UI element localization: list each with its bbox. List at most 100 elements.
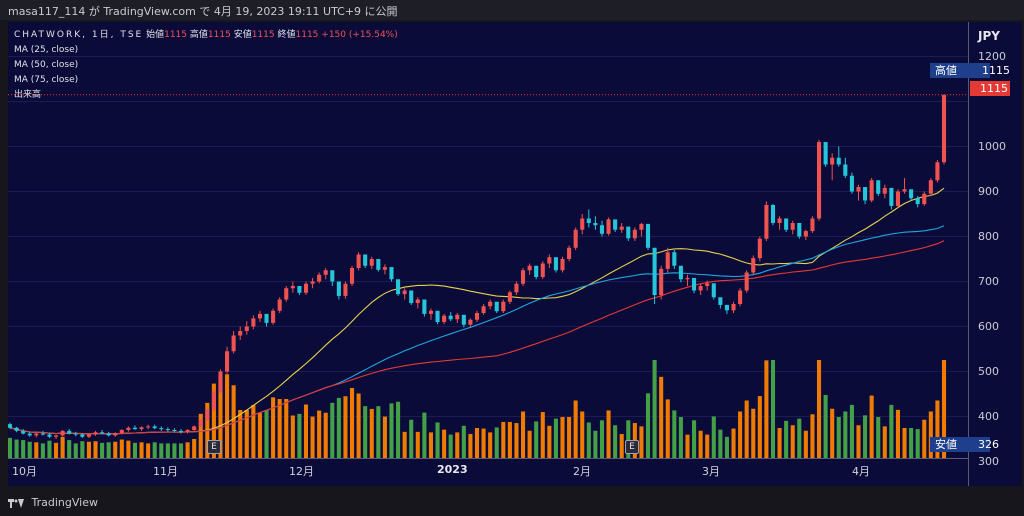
volume-bar: [310, 416, 315, 458]
candle-body: [882, 187, 887, 194]
candlestick-chart[interactable]: [8, 22, 1022, 486]
candle-body: [836, 157, 841, 165]
volume-bar: [139, 442, 144, 458]
candle-body: [586, 218, 591, 223]
volume-bar: [402, 431, 407, 458]
volume-bar: [73, 443, 78, 458]
volume-bar: [744, 400, 749, 458]
volume-bar: [869, 395, 874, 458]
candle-body: [678, 265, 683, 280]
volume-bar: [527, 430, 532, 458]
publish-info: masa117_114 が TradingView.com で 4月 19, 2…: [8, 5, 398, 18]
legend-ma25[interactable]: MA (25, close): [14, 45, 79, 55]
volume-bar: [415, 431, 420, 458]
volume-bar: [553, 418, 558, 458]
volume-bar: [909, 428, 914, 458]
candle-body: [731, 304, 736, 311]
volume-bar: [665, 399, 670, 458]
volume-bar: [113, 441, 118, 458]
chart-panel[interactable]: [8, 22, 1022, 486]
candle-body: [474, 313, 480, 320]
candle-body: [284, 288, 289, 300]
volume-bar: [448, 434, 453, 458]
legend-volume[interactable]: 出来高: [14, 90, 42, 100]
volume-bar: [271, 397, 276, 458]
candle-body: [514, 283, 519, 293]
candle-body: [106, 433, 111, 436]
candle-body: [152, 426, 157, 429]
legend-ma75[interactable]: MA (75, close): [14, 75, 79, 85]
high-tag-value: 1115: [982, 64, 1010, 77]
volume-bar: [547, 425, 552, 458]
currency-unit[interactable]: JPY: [978, 29, 1000, 43]
volume-bar: [396, 401, 401, 458]
volume-bar: [790, 425, 795, 458]
volume-bar: [264, 410, 269, 458]
candle-body: [698, 286, 703, 291]
candle-body: [277, 299, 282, 311]
candle-body: [330, 270, 335, 282]
candle-body: [80, 434, 85, 437]
volume-bar: [521, 411, 526, 458]
volume-bar: [60, 436, 65, 458]
volume-bar: [928, 411, 933, 458]
candle-body: [185, 430, 190, 432]
candle-body: [718, 297, 723, 305]
volume-bar: [284, 399, 289, 458]
candle-body: [389, 267, 394, 280]
candle-body: [349, 268, 355, 284]
earnings-marker[interactable]: E: [207, 440, 221, 454]
volume-bar: [685, 434, 690, 458]
volume-bar: [474, 428, 480, 458]
candle-body: [922, 193, 927, 205]
candle-body: [363, 254, 368, 266]
candle-body: [639, 223, 644, 230]
candle-body: [764, 205, 769, 239]
candle-body: [461, 314, 466, 325]
volume-bar: [428, 432, 433, 458]
volume-bar: [711, 416, 716, 458]
candle-body: [928, 180, 933, 194]
volume-bar: [580, 411, 585, 458]
volume-bar: [941, 360, 947, 458]
symbol-name[interactable]: CHATWORK, 1日, TSE: [14, 30, 144, 40]
volume-bar: [376, 406, 381, 458]
earnings-marker[interactable]: E: [625, 440, 639, 454]
candle-body: [422, 299, 427, 314]
volume-bar: [106, 442, 111, 458]
volume-bar: [389, 403, 394, 458]
candle-body: [100, 432, 105, 434]
candle-body: [909, 189, 914, 199]
candle-body: [369, 259, 374, 266]
candle-body: [54, 435, 59, 437]
volume-bar: [856, 425, 861, 458]
candle-body: [830, 157, 835, 165]
high-tag-label: 高値: [935, 64, 957, 77]
candle-body: [67, 430, 72, 434]
volume-bar: [902, 428, 907, 458]
volume-bar: [461, 425, 466, 458]
volume-bar: [626, 420, 631, 458]
volume-bar: [47, 440, 52, 458]
candle-body: [481, 306, 486, 313]
volume-bar: [159, 443, 164, 458]
time-tick-label: 3月: [702, 465, 720, 478]
candle-body: [257, 313, 262, 319]
brand-name: TradingView: [31, 496, 98, 509]
volume-bar: [678, 417, 683, 458]
time-tick-label: 11月: [153, 465, 178, 478]
moving-average-75: [9, 240, 945, 435]
volume-bar: [165, 443, 170, 458]
candle-body: [810, 218, 815, 232]
time-tick-label: 10月: [12, 465, 37, 478]
volume-bar: [185, 442, 190, 458]
candle-body: [823, 142, 828, 165]
candle-body: [724, 304, 729, 311]
candle-body: [428, 310, 433, 314]
volume-bar: [810, 414, 815, 458]
volume-bar: [560, 417, 565, 458]
legend-ma50[interactable]: MA (50, close): [14, 60, 79, 70]
tradingview-logo-icon: [8, 498, 24, 508]
candle-body: [797, 223, 802, 237]
volume-bar: [198, 413, 203, 458]
